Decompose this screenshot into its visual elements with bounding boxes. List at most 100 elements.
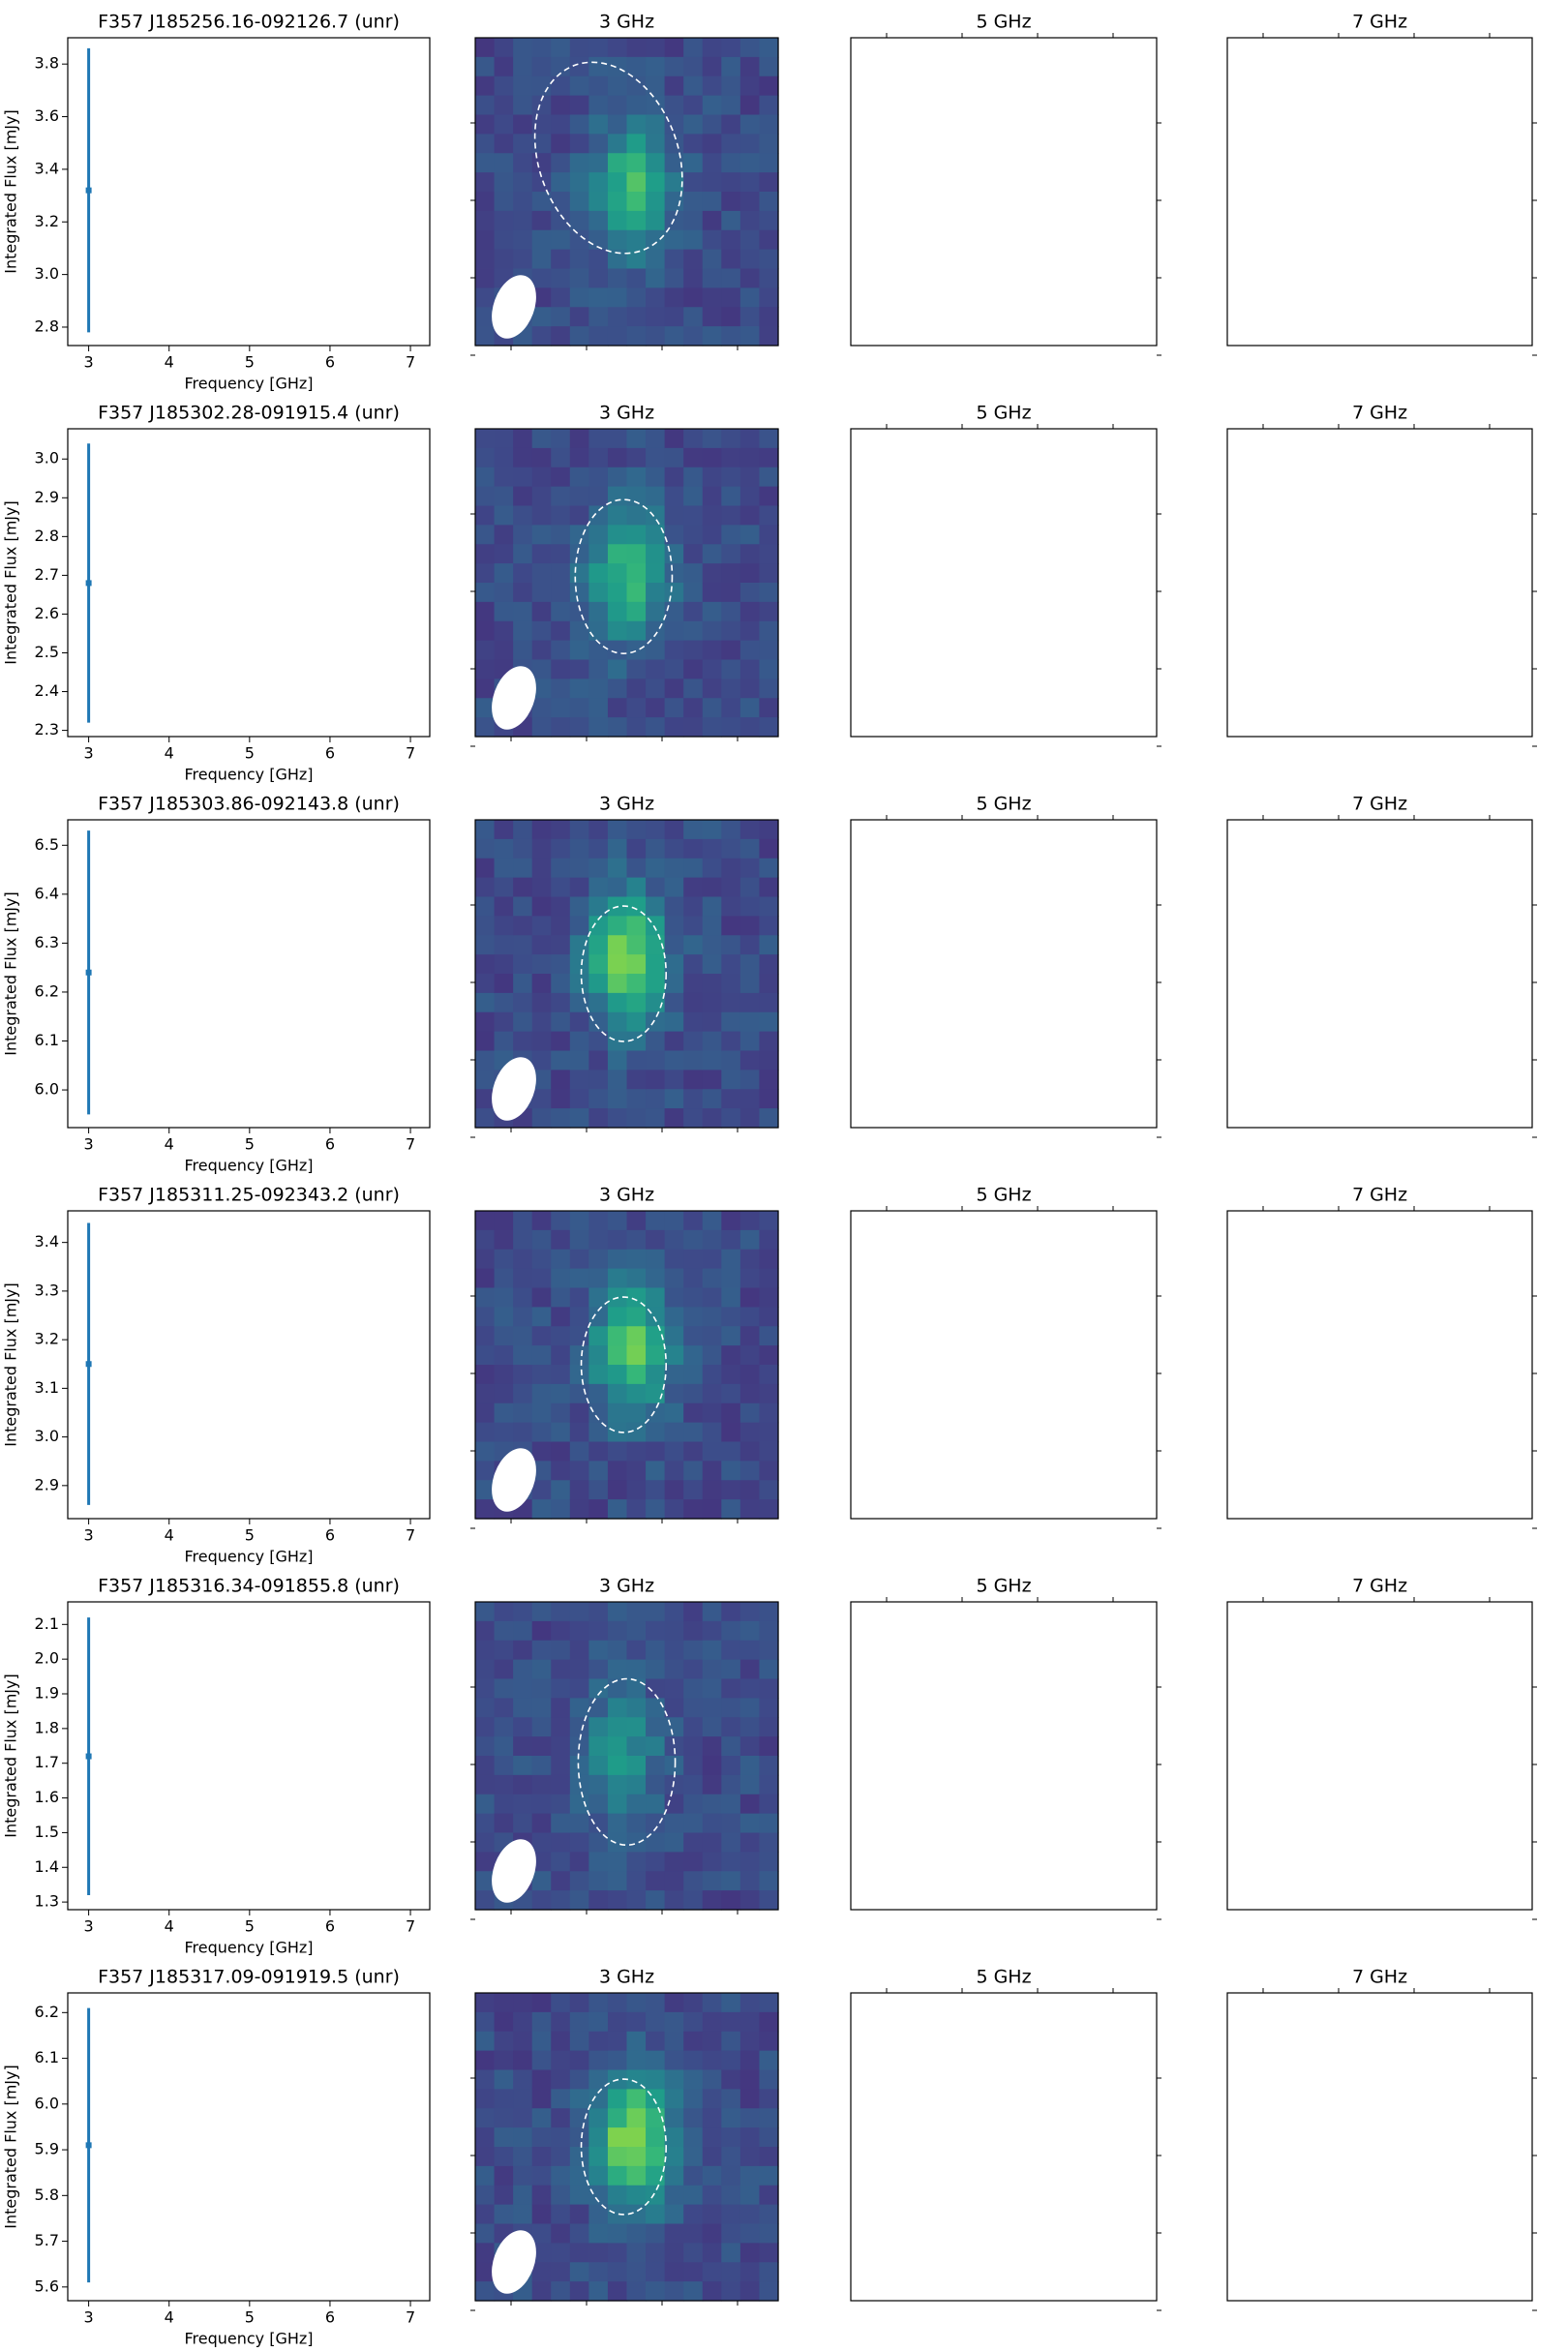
image-pixel xyxy=(626,1365,647,1385)
image-pixel xyxy=(721,210,741,231)
image-pixel xyxy=(513,525,533,545)
image-pixel xyxy=(551,1602,571,1622)
image-pixel xyxy=(721,2031,741,2052)
image-pixel xyxy=(702,525,722,545)
image-pixel xyxy=(646,1441,666,1462)
panel: 7 GHz xyxy=(1226,1967,1537,2311)
image-pixel xyxy=(626,698,647,718)
image-pixel xyxy=(721,1229,741,1251)
axes-frame xyxy=(850,819,1158,1129)
y-tick-label: 3.2 xyxy=(35,212,59,230)
image-pixel xyxy=(607,1993,628,2013)
image-pixel xyxy=(513,172,533,193)
image-pixel xyxy=(475,307,496,327)
panel: 7 GHz xyxy=(1226,1185,1537,1529)
image-pixel xyxy=(702,56,722,77)
image-pixel xyxy=(702,2108,722,2128)
image-pixel xyxy=(664,1640,684,1661)
image-pixel xyxy=(721,429,741,449)
image-pixel xyxy=(513,1268,533,1289)
image-pixel xyxy=(721,1365,741,1385)
image-pixel xyxy=(531,601,552,622)
image-pixel xyxy=(721,2281,741,2302)
image-pixel xyxy=(475,1678,496,1699)
image-pixel xyxy=(721,2243,741,2263)
panel-title: 7 GHz xyxy=(1352,794,1407,815)
panel: 5 GHz xyxy=(850,403,1161,747)
image-pixel xyxy=(551,1774,571,1795)
image-pixel xyxy=(702,1050,722,1070)
image-pixel xyxy=(588,544,609,564)
image-pixel xyxy=(759,601,779,622)
image-pixel xyxy=(759,877,779,898)
image-pixel xyxy=(551,287,571,308)
image-pixel xyxy=(664,192,684,212)
image-pixel xyxy=(626,563,647,584)
image-pixel xyxy=(683,505,704,526)
image-pixel xyxy=(646,1249,666,1270)
image-pixel xyxy=(531,172,552,193)
image-pixel xyxy=(626,1852,647,1872)
image-pixel xyxy=(513,858,533,879)
image-pixel xyxy=(646,2185,666,2206)
image-pixel xyxy=(531,326,552,347)
image-pixel xyxy=(551,1031,571,1052)
image-pixel xyxy=(739,1365,761,1385)
image-pixel xyxy=(739,1736,761,1757)
image-pixel xyxy=(739,268,761,288)
image-pixel xyxy=(531,1089,552,1109)
image-pixel xyxy=(683,820,704,840)
image-pixel xyxy=(569,75,589,97)
image-pixel xyxy=(569,192,589,212)
image-pixel xyxy=(475,287,496,308)
image-pixel xyxy=(607,192,628,212)
image-pixel xyxy=(626,287,647,308)
image-pixel xyxy=(759,1070,779,1090)
image-pixel xyxy=(739,172,761,193)
image-pixel xyxy=(531,2165,552,2186)
image-pixel xyxy=(759,717,779,738)
image-pixel xyxy=(494,229,514,251)
image-pixel xyxy=(475,1602,496,1622)
image-pixel xyxy=(683,326,704,347)
image-pixel xyxy=(721,1422,741,1443)
image-pixel xyxy=(721,1070,741,1090)
image-pixel xyxy=(475,2281,496,2302)
image-pixel xyxy=(721,1211,741,1231)
image-pixel xyxy=(739,1813,761,1834)
image-pixel xyxy=(494,1365,514,1385)
image-pixel xyxy=(531,1326,552,1346)
image-pixel xyxy=(588,2262,609,2282)
image-pixel xyxy=(683,640,704,661)
image-pixel xyxy=(475,717,496,738)
beam xyxy=(492,1057,536,1121)
image-pixel xyxy=(646,1717,666,1737)
image-pixel xyxy=(683,678,704,699)
image-pixel xyxy=(494,1698,514,1718)
image-pixel xyxy=(569,2069,589,2090)
image-pixel xyxy=(721,2262,741,2282)
image-pixel xyxy=(551,1499,571,1520)
image-pixel xyxy=(569,1089,589,1109)
image-pixel xyxy=(721,56,741,77)
axes-frame xyxy=(1226,428,1533,738)
image-pixel xyxy=(664,2165,684,2186)
image-pixel xyxy=(494,896,514,917)
image-pixel xyxy=(702,678,722,699)
image-pixel xyxy=(683,307,704,327)
image-pixel xyxy=(702,1993,722,2013)
x-axis-label: Frequency [GHz] xyxy=(184,375,313,393)
image-pixel xyxy=(531,1698,552,1718)
image-pixel xyxy=(646,1602,666,1622)
image-pixel xyxy=(551,1011,571,1033)
image-pixel xyxy=(494,1326,514,1346)
image-pixel xyxy=(646,2243,666,2263)
image-pixel xyxy=(721,1307,741,1327)
image-pixel xyxy=(739,1794,761,1815)
image-pixel xyxy=(626,75,647,97)
panel: 5 GHz xyxy=(850,1967,1161,2311)
image-pixel xyxy=(475,75,496,97)
panel-title: 5 GHz xyxy=(976,1967,1031,1988)
image-pixel xyxy=(569,2262,589,2282)
image-pixel xyxy=(626,1774,647,1795)
